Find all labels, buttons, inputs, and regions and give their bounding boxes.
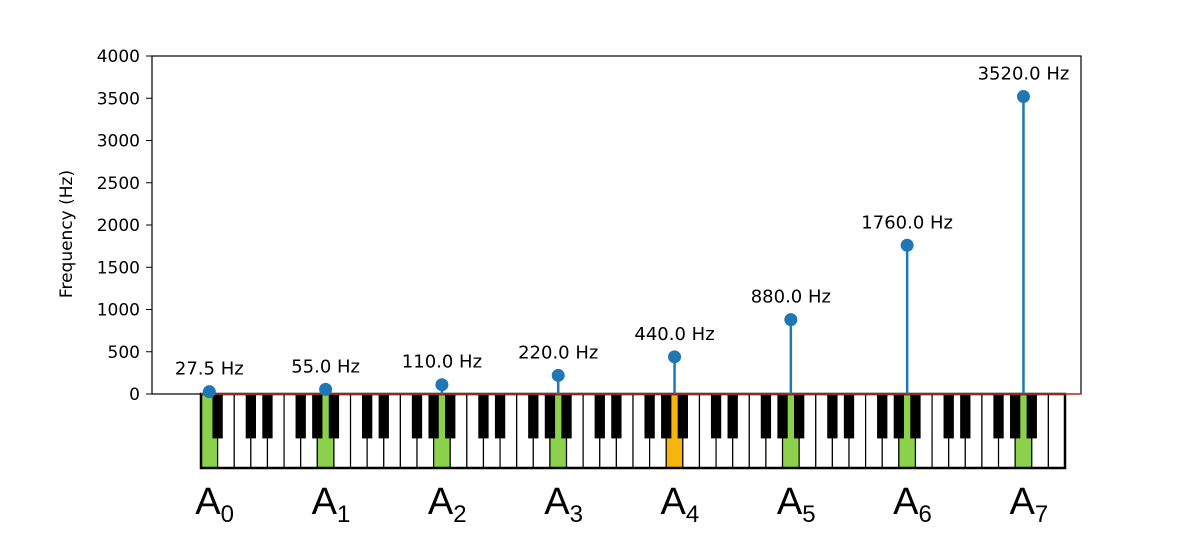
black-key <box>827 394 838 439</box>
note-labels: A0 A1 A2 A3 A4 A5 A6 A7 <box>195 481 1048 528</box>
note-octave: 6 <box>919 501 932 528</box>
y-tick-label: 0 <box>129 385 140 405</box>
black-key <box>1026 394 1037 439</box>
note-letter: A <box>893 481 919 523</box>
stem-marker <box>784 313 798 327</box>
data-label: 220.0 Hz <box>518 342 598 363</box>
stem-marker <box>1016 90 1030 104</box>
stem-marker <box>668 350 682 364</box>
note-letter: A <box>777 481 803 523</box>
note-letter: A <box>312 481 338 523</box>
note-label: A2 <box>428 481 467 528</box>
black-key <box>777 394 788 439</box>
stem-marker <box>435 378 449 392</box>
note-octave: 0 <box>221 501 234 528</box>
black-key <box>910 394 921 439</box>
black-key <box>877 394 888 439</box>
note-letter: A <box>661 481 687 523</box>
axes: 0 500 1000 1500 2000 2500 3000 3500 4000 <box>97 47 1082 405</box>
note-label: A7 <box>1009 481 1048 528</box>
black-key <box>843 394 855 439</box>
note-label: A6 <box>893 481 932 528</box>
stem-series <box>201 90 1081 399</box>
black-key <box>561 394 572 439</box>
note-letter: A <box>195 481 221 523</box>
note-letter: A <box>1009 481 1035 523</box>
black-key <box>893 394 904 439</box>
white-key <box>1047 393 1066 469</box>
data-label: 27.5 Hz <box>175 359 244 380</box>
black-key <box>362 394 373 439</box>
black-key <box>544 394 556 439</box>
black-key <box>794 394 805 439</box>
black-key <box>611 394 622 439</box>
note-octave: 2 <box>453 501 466 528</box>
note-octave: 3 <box>570 501 583 528</box>
data-label: 880.0 Hz <box>751 287 831 308</box>
black-key <box>594 394 605 439</box>
y-tick-label: 2000 <box>97 216 140 236</box>
y-tick-label: 3500 <box>97 89 140 109</box>
black-key <box>993 394 1004 439</box>
stem-marker <box>551 368 565 382</box>
note-octave: 4 <box>686 501 699 528</box>
black-key <box>262 394 273 439</box>
black-key <box>378 394 389 439</box>
black-key <box>661 394 672 439</box>
data-label: 1760.0 Hz <box>861 212 953 233</box>
y-tick-label: 1000 <box>97 301 140 321</box>
black-key <box>312 394 323 439</box>
y-tick-label: 4000 <box>97 47 140 67</box>
data-label: 110.0 Hz <box>402 352 482 373</box>
note-label: A0 <box>195 481 234 528</box>
black-key <box>212 394 223 439</box>
data-label: 55.0 Hz <box>291 356 360 377</box>
note-letter: A <box>428 481 454 523</box>
stem-marker <box>202 385 216 399</box>
note-octave: 5 <box>802 501 815 528</box>
y-tick-label: 1500 <box>97 258 140 278</box>
black-key <box>644 394 655 439</box>
note-label: A3 <box>544 481 583 528</box>
data-label: 440.0 Hz <box>634 324 714 345</box>
black-key <box>494 394 506 439</box>
black-key <box>760 394 772 439</box>
black-key <box>328 394 340 439</box>
note-octave: 7 <box>1035 501 1048 528</box>
black-key <box>943 394 954 439</box>
y-axis-title: Frequency (Hz) <box>57 170 77 298</box>
stem-marker <box>319 382 333 396</box>
black-key <box>295 394 306 439</box>
y-tick-label: 3000 <box>97 132 140 152</box>
black-key <box>960 394 971 439</box>
black-key <box>478 394 489 439</box>
note-letter: A <box>544 481 570 523</box>
data-label: 3520.0 Hz <box>978 64 1070 85</box>
note-octave: 1 <box>337 501 350 528</box>
black-key <box>727 394 738 439</box>
black-key <box>445 394 456 439</box>
stem-marker <box>900 238 914 252</box>
note-label: A1 <box>312 481 351 528</box>
black-key <box>1010 394 1021 439</box>
y-tick-label: 500 <box>108 343 140 363</box>
note-label: A4 <box>661 481 700 528</box>
black-key <box>411 394 423 439</box>
black-key <box>710 394 722 439</box>
black-key <box>245 394 256 439</box>
data-labels: 27.5 Hz 55.0 Hz 110.0 Hz 220.0 Hz 440.0 Hz 88… <box>175 64 1069 380</box>
black-key <box>428 394 439 439</box>
note-label: A5 <box>777 481 816 528</box>
black-key <box>677 394 688 439</box>
y-tick-label: 2500 <box>97 174 140 194</box>
piano-keyboard <box>199 392 1067 470</box>
black-key <box>528 394 539 439</box>
